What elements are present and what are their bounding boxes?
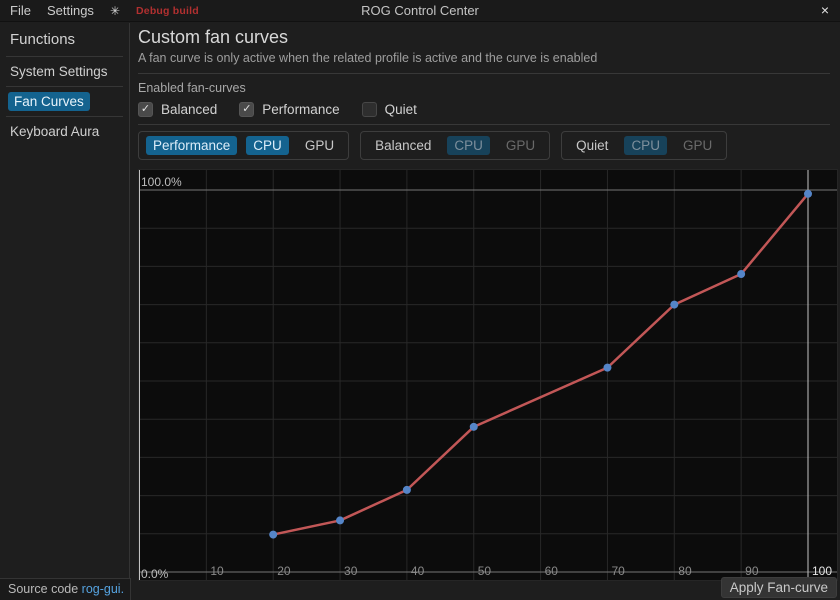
enabled-fan-curves-checkboxes: ✓ Balanced ✓ Performance Quiet [138, 101, 840, 117]
source-code-label: Source code [8, 582, 79, 596]
curve-point[interactable] [469, 422, 478, 431]
checkbox-label: Performance [262, 101, 340, 117]
x-tick-label: 20 [277, 564, 291, 578]
profile-group-performance: Performance CPU GPU [138, 131, 350, 160]
menu-file[interactable]: File [10, 3, 31, 18]
x-tick-label: 80 [678, 564, 692, 578]
debug-build-label: Debug build [136, 4, 199, 17]
y-axis-label-bottom: 0.0% [141, 567, 169, 580]
sidebar: Functions System Settings Fan Curves Keybo… [0, 23, 130, 578]
curve-point[interactable] [737, 270, 746, 279]
sidebar-item-label: System Settings [10, 64, 108, 79]
gpu-tab-performance[interactable]: GPU [304, 138, 335, 153]
sidebar-separator [6, 116, 123, 117]
close-icon[interactable]: × [820, 2, 829, 18]
curve-point[interactable] [402, 485, 411, 494]
checkbox-box [361, 101, 377, 117]
curve-point[interactable] [269, 530, 278, 539]
cpu-tab-performance[interactable]: CPU [246, 136, 289, 155]
profile-tab-balanced: Balanced [375, 138, 432, 153]
page-subtitle: A fan curve is only active when the rela… [138, 51, 598, 65]
menubar: File Settings ✳ Debug build [0, 3, 199, 18]
cpu-tab-balanced: CPU [447, 136, 490, 155]
checkbox-box: ✓ [138, 101, 153, 117]
page-title: Custom fan curves [138, 27, 289, 47]
fan-curve-checkbox-balanced[interactable]: ✓ Balanced [138, 101, 218, 117]
profile-group-quiet: Quiet CPU GPU [561, 131, 728, 160]
curve-point[interactable] [336, 516, 345, 525]
sidebar-items: System Settings Fan Curves Keyboard Aura [6, 56, 123, 146]
separator [138, 73, 830, 74]
curve-point[interactable] [670, 300, 679, 309]
source-code-panel: Source code rog-gui. [0, 578, 131, 600]
checkbox-label: Quiet [384, 101, 417, 117]
apply-fan-curve-button[interactable]: Apply Fan-curve [720, 577, 837, 598]
source-code-link[interactable]: rog-gui. [81, 582, 125, 596]
theme-toggle-icon[interactable]: ✳ [109, 3, 120, 18]
profile-tab-performance[interactable]: Performance [146, 136, 238, 155]
sidebar-header: Functions [10, 31, 76, 48]
x-tick-label: 100 [812, 564, 832, 578]
sidebar-separator [6, 86, 123, 87]
fan-curve-line [272, 193, 809, 536]
sidebar-item-keyboard-aura[interactable]: Keyboard Aura [8, 117, 121, 146]
menu-settings[interactable]: Settings [46, 3, 94, 18]
fan-curve-checkbox-performance[interactable]: ✓ Performance [239, 101, 340, 117]
x-tick-label: 90 [745, 564, 759, 578]
profile-group-balanced: Balanced CPU GPU [360, 131, 551, 160]
x-tick-label: 10 [210, 564, 224, 578]
enabled-fan-curves-label: Enabled fan-curves [138, 81, 246, 95]
fan-curve-plot[interactable]: 100.0% 0.0% 10 20 30 40 50 60 70 80 90 100 [139, 170, 837, 581]
titlebar: File Settings ✳ Debug build ROG Control Cen… [0, 0, 840, 22]
y-axis-label-top: 100.0% [141, 175, 182, 189]
sidebar-item-label: Fan Curves [8, 92, 90, 111]
main-content: Custom fan curves A fan curve is only ac… [131, 23, 840, 600]
sidebar-item-system-settings[interactable]: System Settings [8, 57, 121, 86]
cpu-tab-quiet: CPU [624, 136, 667, 155]
x-tick-label: 70 [611, 564, 625, 578]
window-title: ROG Control Center [361, 3, 479, 18]
checkbox-label: Balanced [161, 101, 218, 117]
x-tick-label: 50 [478, 564, 492, 578]
sidebar-item-fan-curves[interactable]: Fan Curves [8, 87, 121, 116]
curve-point[interactable] [804, 189, 812, 198]
gpu-tab-quiet: GPU [682, 138, 713, 153]
profile-tab-groups: Performance CPU GPU Balanced CPU GPU Quiet CPU G… [138, 131, 840, 160]
sidebar-separator [6, 56, 123, 57]
fan-curve-chart[interactable]: 100.0% 0.0% 10 20 30 40 50 60 70 80 90 100 [138, 169, 838, 581]
checkbox-box: ✓ [239, 101, 255, 117]
x-tick-label: 40 [411, 564, 425, 578]
profile-tab-quiet: Quiet [576, 138, 609, 153]
separator [138, 124, 830, 125]
curve-point[interactable] [603, 363, 612, 372]
sidebar-item-label: Keyboard Aura [10, 124, 100, 139]
fan-curve-checkbox-quiet[interactable]: Quiet [361, 101, 417, 117]
x-tick-label: 30 [344, 564, 358, 578]
x-tick-label: 60 [545, 564, 559, 578]
gpu-tab-balanced: GPU [505, 138, 536, 153]
